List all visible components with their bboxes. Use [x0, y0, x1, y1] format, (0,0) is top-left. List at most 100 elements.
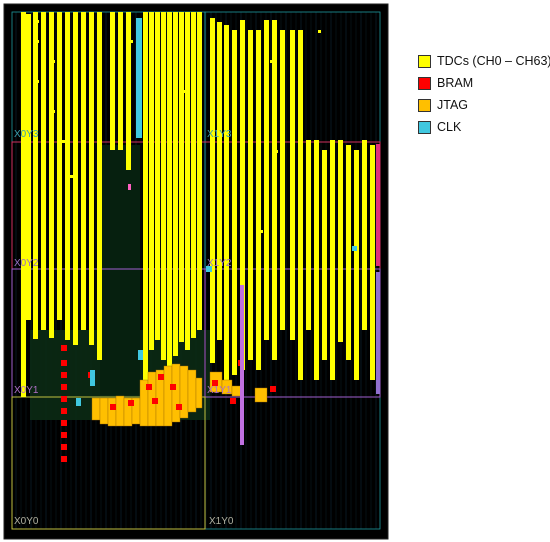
- tdc-column: [314, 140, 319, 380]
- tdc-column: [126, 12, 131, 170]
- tdc-column: [65, 12, 70, 340]
- tdc-column: [370, 145, 375, 380]
- tdc-cell: [62, 140, 65, 143]
- tdc-column: [197, 12, 202, 330]
- bram-cell: [61, 372, 67, 378]
- tdc-column: [110, 12, 115, 150]
- clock-region-labels: X0Y3 X1Y3 X0Y2 X1Y2 X0Y1 X1Y1 X0Y0 X1Y0: [14, 129, 234, 527]
- jtag-cell: [179, 365, 189, 419]
- legend-swatch-bram: [418, 76, 431, 90]
- tdc-cell: [70, 175, 73, 178]
- tdc-column: [49, 12, 54, 338]
- jtag-cell: [171, 363, 181, 423]
- legend-label-tdc: TDCs (CH0 – CH63): [437, 54, 550, 68]
- tdc-column: [41, 12, 46, 330]
- routing-block: [100, 145, 140, 395]
- tdc-column: [167, 12, 172, 380]
- tdc-cell: [52, 60, 55, 63]
- bram-cell: [152, 398, 158, 404]
- bram-cell: [61, 396, 67, 402]
- bram-cell: [61, 360, 67, 366]
- bram-cell: [212, 380, 218, 386]
- jtag-cell: [91, 397, 101, 421]
- tdc-column: [81, 12, 86, 330]
- clk-cell: [352, 246, 357, 251]
- clk-cell: [90, 370, 95, 386]
- legend-item-bram: BRAM: [418, 72, 548, 94]
- tdc-column: [322, 150, 327, 360]
- legend-item-jtag: JTAG: [418, 94, 548, 116]
- bram-cell: [146, 384, 152, 390]
- bram-cell: [61, 444, 67, 450]
- tdc-column: [185, 12, 190, 350]
- highlight-net: [376, 272, 380, 394]
- bram-cell: [128, 400, 134, 406]
- bram-cell: [110, 404, 116, 410]
- tdc-cell: [330, 250, 333, 253]
- legend-swatch-tdc: [418, 54, 431, 68]
- tdc-column: [118, 12, 123, 150]
- jtag-cell: [99, 397, 109, 425]
- bram-cell: [61, 432, 67, 438]
- region-label-x1y0: X1Y0: [209, 516, 234, 527]
- clk-cell: [136, 18, 142, 138]
- bram-cell: [61, 420, 67, 426]
- bram-cell: [61, 384, 67, 390]
- tdc-column: [57, 12, 62, 320]
- region-label-x1y1: X1Y1: [207, 385, 232, 396]
- tdc-column: [143, 12, 148, 385]
- legend-label-jtag: JTAG: [437, 98, 469, 112]
- region-label-x0y1: X0Y1: [14, 385, 39, 396]
- legend-swatch-jtag: [418, 98, 431, 112]
- jtag-cell: [254, 387, 268, 403]
- highlight-net: [128, 184, 131, 190]
- tdc-column: [280, 30, 285, 330]
- jtag-cell: [115, 395, 125, 427]
- legend: TDCs (CH0 – CH63) BRAM JTAG CLK: [418, 50, 550, 138]
- tdc-column: [240, 20, 245, 370]
- bram-cell: [170, 384, 176, 390]
- clk-cell: [206, 266, 212, 272]
- placed-cells: [21, 12, 380, 462]
- tdc-column: [354, 150, 359, 380]
- tdc-cell: [36, 40, 39, 43]
- legend-label-bram: BRAM: [437, 76, 474, 90]
- legend-swatch-clk: [418, 120, 431, 134]
- tdc-column: [256, 30, 261, 370]
- tdc-cell: [36, 80, 39, 83]
- bram-cell: [230, 398, 236, 404]
- tdc-column: [248, 30, 253, 360]
- tdc-column: [191, 12, 196, 338]
- highlight-net: [240, 285, 244, 445]
- tdc-column: [338, 140, 343, 342]
- tdc-cell: [318, 30, 321, 33]
- jtag-cell: [195, 377, 203, 409]
- tdc-column: [290, 30, 295, 340]
- tdc-column: [330, 140, 335, 380]
- x0y0-row-highlight: [11, 396, 206, 530]
- bram-cell: [176, 404, 182, 410]
- tdc-column: [179, 12, 184, 342]
- tdc-cell: [182, 90, 185, 93]
- jtag-cell: [187, 369, 197, 413]
- tdc-column: [21, 12, 26, 397]
- tdc-column: [306, 140, 311, 330]
- jtag-cell: [107, 397, 117, 427]
- clk-cell: [76, 398, 81, 406]
- tdc-cell: [275, 150, 278, 153]
- tdc-column: [217, 22, 222, 340]
- bram-cell: [61, 408, 67, 414]
- tdc-column: [224, 25, 229, 380]
- tdc-column: [346, 145, 351, 360]
- bram-cell: [158, 374, 164, 380]
- tdc-cell: [52, 110, 55, 113]
- bram-cell: [61, 345, 67, 351]
- tdc-column: [210, 18, 215, 363]
- region-label-x0y2: X0Y2: [14, 258, 39, 269]
- tdc-cell: [90, 220, 93, 223]
- bram-cell: [61, 456, 67, 462]
- tdc-column: [26, 14, 31, 320]
- tdc-cell: [260, 230, 263, 233]
- tdc-cell: [130, 40, 133, 43]
